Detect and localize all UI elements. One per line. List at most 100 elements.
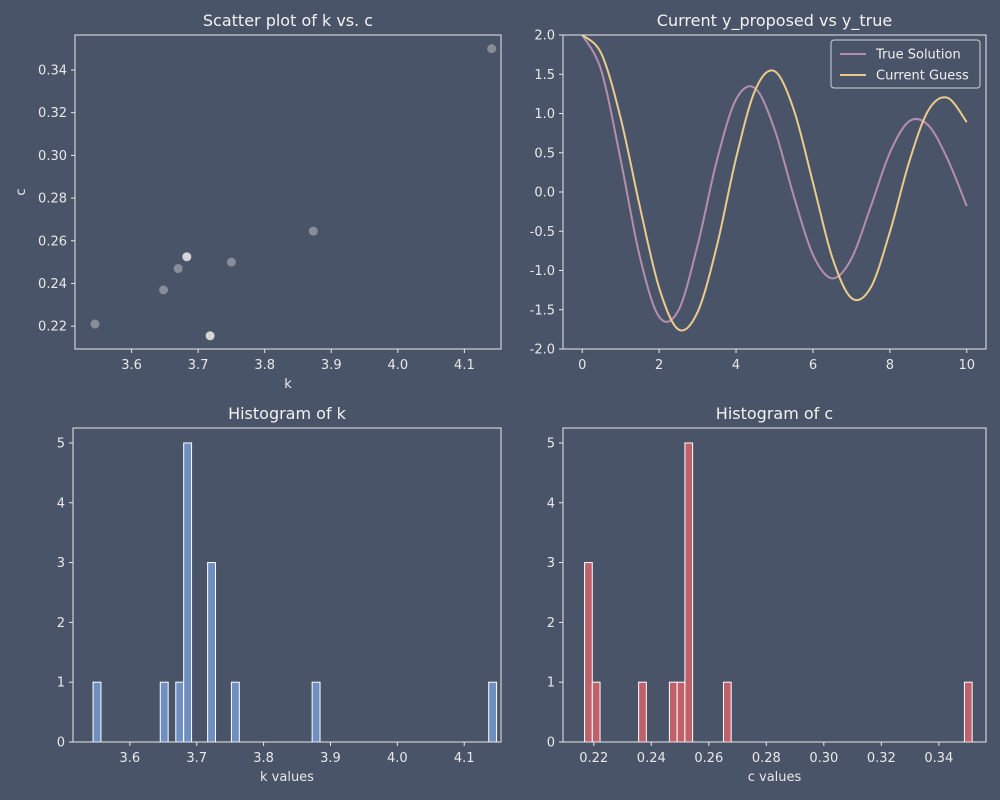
hist_c-plot-area bbox=[584, 442, 973, 742]
scatter-title: Scatter plot of k vs. c bbox=[203, 11, 373, 30]
hist_k-title: Histogram of k bbox=[228, 404, 347, 423]
lines-ytick-label: 2.0 bbox=[534, 29, 555, 44]
hist_c-xtick-label: 0.28 bbox=[752, 751, 781, 766]
scatter-xlabel: k bbox=[284, 377, 292, 392]
hist_k-bar bbox=[159, 681, 169, 742]
hist_k-xtick-label: 3.7 bbox=[186, 751, 207, 766]
hist_k-bar bbox=[311, 681, 321, 742]
hist_c-panel: Histogram of c 0.22 0.24 0.26 0.28 0.30 0.32 0.… bbox=[547, 404, 987, 785]
legend-frame bbox=[830, 39, 981, 89]
lines-ytick-label: -1.5 bbox=[530, 303, 555, 318]
hist_k-ytick-label: 4 bbox=[57, 496, 65, 511]
hist_c-ytick-label: 5 bbox=[547, 436, 555, 451]
hist_k-ytick-label: 2 bbox=[57, 616, 65, 631]
hist_k-plot-area bbox=[92, 442, 498, 742]
series-line-true-solution bbox=[581, 35, 968, 323]
scatter-point bbox=[205, 331, 215, 341]
lines-xtick-label: 8 bbox=[886, 358, 894, 373]
scatter-ytick-label: 0.26 bbox=[38, 234, 67, 249]
scatter-xtick-label: 3.9 bbox=[321, 358, 342, 373]
scatter-plot-area bbox=[90, 44, 497, 341]
scatter-ytick-label: 0.22 bbox=[38, 320, 67, 335]
hist_c-ytick-label: 0 bbox=[547, 736, 555, 751]
hist_k-bar bbox=[230, 681, 240, 742]
hist_k-xtick-label: 4.1 bbox=[454, 751, 475, 766]
hist_k-ytick-label: 5 bbox=[57, 436, 65, 451]
lines-ytick-label: 1.5 bbox=[534, 68, 555, 83]
lines-ytick-label: 1.0 bbox=[534, 107, 555, 122]
scatter-point bbox=[182, 252, 192, 262]
lines-xtick-label: 6 bbox=[809, 358, 817, 373]
hist_c-bar bbox=[584, 562, 593, 742]
lines-axes-frame bbox=[562, 34, 987, 350]
legend-label: Current Guess bbox=[876, 69, 969, 84]
lines-ytick-label: 0.0 bbox=[534, 186, 555, 201]
scatter-xtick-label: 3.7 bbox=[188, 358, 209, 373]
hist_c-xtick-label: 0.26 bbox=[694, 751, 723, 766]
hist_c-bar bbox=[638, 681, 647, 742]
hist_c-ytick-label: 3 bbox=[547, 556, 555, 571]
hist_c-bar bbox=[722, 681, 732, 742]
scatter-ytick-label: 0.32 bbox=[38, 106, 67, 121]
scatter-ylabel: c bbox=[14, 188, 29, 195]
hist_k-xtick-label: 3.6 bbox=[120, 751, 141, 766]
hist_c-title: Histogram of c bbox=[716, 404, 833, 423]
hist_c-axes-frame bbox=[562, 427, 987, 743]
lines-xtick-label: 10 bbox=[958, 358, 975, 373]
hist_c-bar bbox=[591, 681, 601, 742]
hist_k-panel: Histogram of k 3.6 3.7 3.8 3.9 4.0 4.1 0 1 2 3 4 5 k … bbox=[57, 404, 502, 785]
hist_c-bar bbox=[668, 681, 678, 742]
hist_k-xtick-label: 3.8 bbox=[253, 751, 274, 766]
hist_k-ytick-label: 3 bbox=[57, 556, 65, 571]
hist_k-ytick-label: 0 bbox=[57, 736, 65, 751]
hist_c-ytick-label: 1 bbox=[547, 676, 555, 691]
lines-xtick-label: 4 bbox=[732, 358, 740, 373]
legend: True Solution Current Guess bbox=[830, 39, 981, 89]
scatter-xtick-label: 4.0 bbox=[387, 358, 408, 373]
lines-title: Current y_proposed vs y_true bbox=[657, 11, 892, 31]
hist_c-xtick-label: 0.34 bbox=[924, 751, 953, 766]
hist_c-bar bbox=[684, 442, 694, 742]
hist_c-xlabel: c values bbox=[748, 770, 802, 785]
hist_c-bar bbox=[963, 681, 973, 742]
hist_k-bar bbox=[207, 562, 217, 742]
scatter-ytick-label: 0.30 bbox=[38, 149, 67, 164]
scatter-xtick-label: 3.6 bbox=[121, 358, 142, 373]
legend-label: True Solution bbox=[875, 48, 961, 63]
hist_c-xtick-label: 0.22 bbox=[579, 751, 608, 766]
hist_k-bar bbox=[175, 681, 185, 742]
scatter-axes-frame bbox=[74, 34, 502, 350]
scatter-ytick-label: 0.34 bbox=[38, 64, 67, 79]
hist_k-ytick-label: 1 bbox=[57, 676, 65, 691]
hist_c-xtick-label: 0.32 bbox=[867, 751, 896, 766]
lines-ytick-label: -2.0 bbox=[530, 343, 555, 358]
hist_k-xtick-label: 3.9 bbox=[320, 751, 341, 766]
lines-ytick-label: -1.0 bbox=[530, 264, 555, 279]
lines-panel: Current y_proposed vs y_true 0 2 4 6 8 10 -2.0 -… bbox=[530, 11, 987, 373]
hist_k-xtick-label: 4.0 bbox=[387, 751, 408, 766]
hist_c-xtick-label: 0.24 bbox=[637, 751, 666, 766]
scatter-point bbox=[159, 285, 169, 295]
hist_c-ytick-label: 4 bbox=[547, 496, 555, 511]
hist_k-xlabel: k values bbox=[260, 770, 314, 785]
hist_c-xtick-label: 0.30 bbox=[809, 751, 838, 766]
hist_k-axes-frame bbox=[72, 427, 502, 743]
hist_c-bar bbox=[676, 681, 686, 742]
scatter-point bbox=[226, 257, 236, 267]
lines-xtick-label: 2 bbox=[655, 358, 663, 373]
hist_k-bar bbox=[488, 681, 498, 742]
scatter-point bbox=[308, 226, 318, 236]
scatter-xtick-label: 3.8 bbox=[254, 358, 275, 373]
hist_k-bar bbox=[183, 442, 193, 742]
scatter-panel: Scatter plot of k vs. c 3.6 3.7 3.8 3.9 4.0 4.… bbox=[14, 11, 502, 392]
series-line-current-guess bbox=[581, 35, 968, 332]
lines-xtick-label: 0 bbox=[578, 358, 586, 373]
scatter-xtick-label: 4.1 bbox=[454, 358, 475, 373]
scatter-ytick-label: 0.24 bbox=[38, 277, 67, 292]
lines-ytick-label: -0.5 bbox=[530, 225, 555, 240]
scatter-ytick-label: 0.28 bbox=[38, 192, 67, 207]
lines-ytick-label: 0.5 bbox=[534, 146, 555, 161]
scatter-point bbox=[173, 264, 183, 274]
scatter-point bbox=[90, 319, 100, 329]
